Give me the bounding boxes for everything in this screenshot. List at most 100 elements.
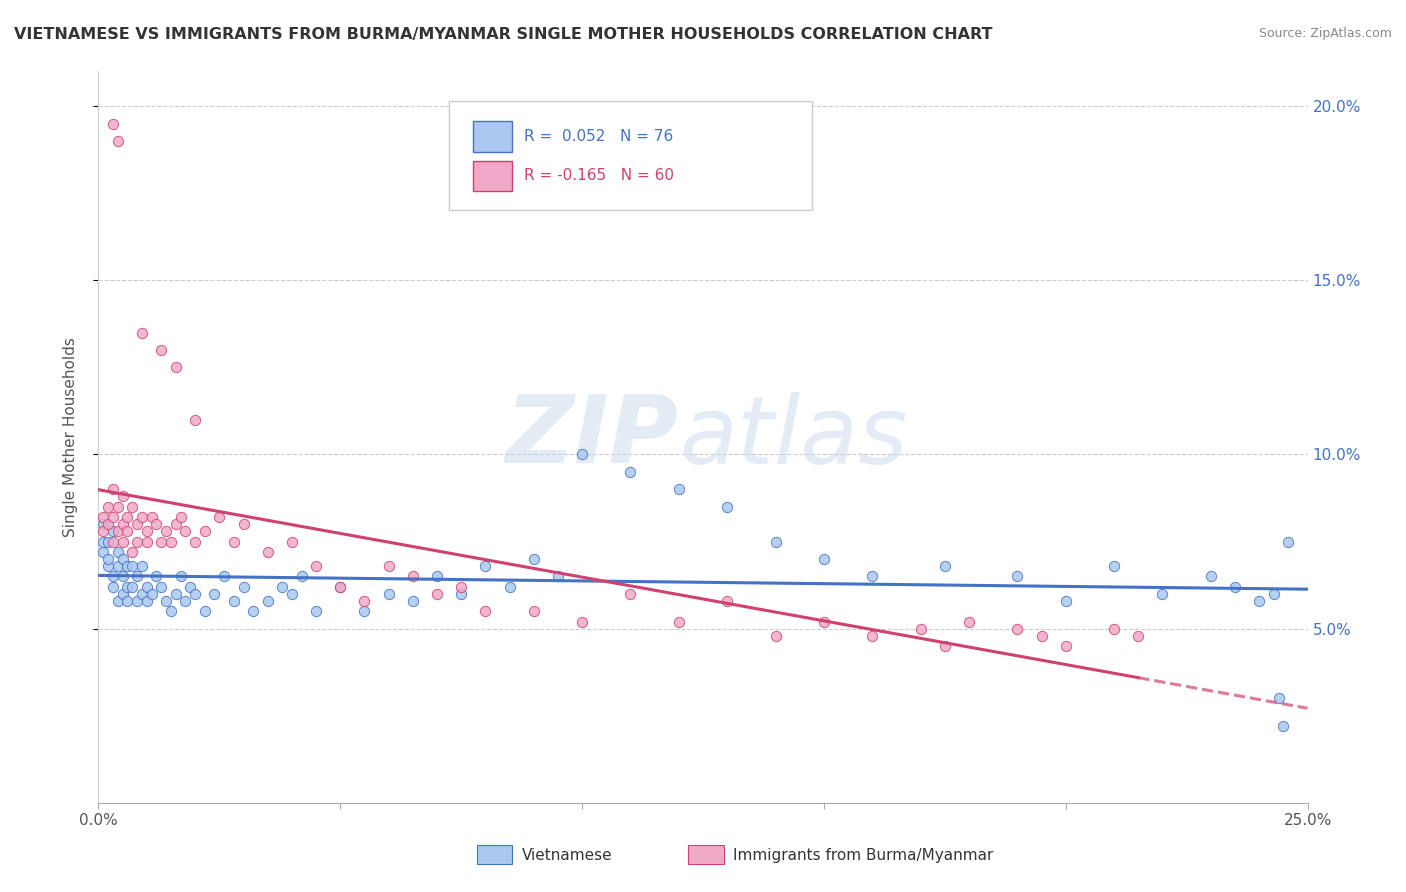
Point xyxy=(281,534,304,549)
Point xyxy=(329,580,352,594)
Point xyxy=(101,510,124,524)
Point xyxy=(155,594,177,608)
FancyBboxPatch shape xyxy=(477,846,512,864)
Text: Vietnamese: Vietnamese xyxy=(522,848,612,863)
Point xyxy=(97,534,120,549)
FancyBboxPatch shape xyxy=(689,846,724,864)
Point xyxy=(174,524,197,538)
Text: atlas: atlas xyxy=(679,392,907,483)
Point xyxy=(91,534,114,549)
Point xyxy=(107,500,129,514)
Point xyxy=(523,552,546,566)
Point xyxy=(1007,569,1029,583)
Point xyxy=(131,510,153,524)
Point xyxy=(165,587,187,601)
Point xyxy=(353,594,375,608)
Point xyxy=(145,569,167,583)
Point xyxy=(135,534,157,549)
Point xyxy=(1128,629,1150,643)
Text: VIETNAMESE VS IMMIGRANTS FROM BURMA/MYANMAR SINGLE MOTHER HOUSEHOLDS CORRELATION: VIETNAMESE VS IMMIGRANTS FROM BURMA/MYAN… xyxy=(14,27,993,42)
Point xyxy=(619,465,641,479)
Point xyxy=(145,517,167,532)
Point xyxy=(256,545,278,559)
Point xyxy=(222,534,245,549)
Point xyxy=(1007,622,1029,636)
FancyBboxPatch shape xyxy=(449,101,811,211)
Point xyxy=(121,500,143,514)
Point xyxy=(1223,580,1246,594)
Point xyxy=(1267,691,1289,706)
Point xyxy=(117,524,139,538)
Point xyxy=(571,615,593,629)
Point xyxy=(910,622,932,636)
Point xyxy=(111,534,134,549)
Point xyxy=(232,517,254,532)
Point xyxy=(377,587,399,601)
Point xyxy=(107,134,129,148)
Point xyxy=(131,326,153,340)
Text: ZIP: ZIP xyxy=(506,391,679,483)
Text: Immigrants from Burma/Myanmar: Immigrants from Burma/Myanmar xyxy=(734,848,994,863)
Point xyxy=(117,510,139,524)
Point xyxy=(91,545,114,559)
Point xyxy=(194,604,217,618)
Point xyxy=(668,615,690,629)
Point xyxy=(174,594,197,608)
Point xyxy=(194,524,217,538)
Point xyxy=(523,604,546,618)
Point xyxy=(813,615,835,629)
Point xyxy=(329,580,352,594)
Point xyxy=(204,587,226,601)
Point xyxy=(353,604,375,618)
Point xyxy=(150,534,173,549)
Point xyxy=(1054,639,1077,653)
Point xyxy=(91,510,114,524)
Point xyxy=(107,594,129,608)
Point xyxy=(101,569,124,583)
Point xyxy=(91,524,114,538)
Point xyxy=(165,517,187,532)
Point xyxy=(305,558,328,573)
FancyBboxPatch shape xyxy=(474,161,512,191)
Point xyxy=(1199,569,1222,583)
Point xyxy=(121,558,143,573)
Point xyxy=(668,483,690,497)
Point xyxy=(131,558,153,573)
Point xyxy=(474,604,496,618)
Point xyxy=(934,558,956,573)
Point xyxy=(256,594,278,608)
Point xyxy=(813,552,835,566)
Point xyxy=(450,580,472,594)
Point xyxy=(135,580,157,594)
Point xyxy=(111,587,134,601)
Point xyxy=(377,558,399,573)
Point xyxy=(127,534,149,549)
Point xyxy=(957,615,980,629)
Point xyxy=(860,569,883,583)
Point xyxy=(91,517,114,532)
Point xyxy=(1054,594,1077,608)
Point xyxy=(1263,587,1285,601)
Text: Source: ZipAtlas.com: Source: ZipAtlas.com xyxy=(1258,27,1392,40)
Point xyxy=(111,552,134,566)
Point xyxy=(1272,719,1295,733)
Point xyxy=(101,483,124,497)
Point xyxy=(101,580,124,594)
Point xyxy=(135,524,157,538)
Point xyxy=(474,558,496,573)
Point xyxy=(184,587,207,601)
Point xyxy=(107,558,129,573)
Point xyxy=(160,534,183,549)
Point xyxy=(498,580,520,594)
Point xyxy=(1249,594,1271,608)
Point xyxy=(107,524,129,538)
Point xyxy=(131,587,153,601)
Point xyxy=(141,510,163,524)
Point xyxy=(150,343,173,357)
Point xyxy=(765,534,787,549)
Point xyxy=(450,587,472,601)
Point xyxy=(127,569,149,583)
Point xyxy=(1152,587,1174,601)
Text: R = -0.165   N = 60: R = -0.165 N = 60 xyxy=(524,169,673,184)
FancyBboxPatch shape xyxy=(474,121,512,152)
